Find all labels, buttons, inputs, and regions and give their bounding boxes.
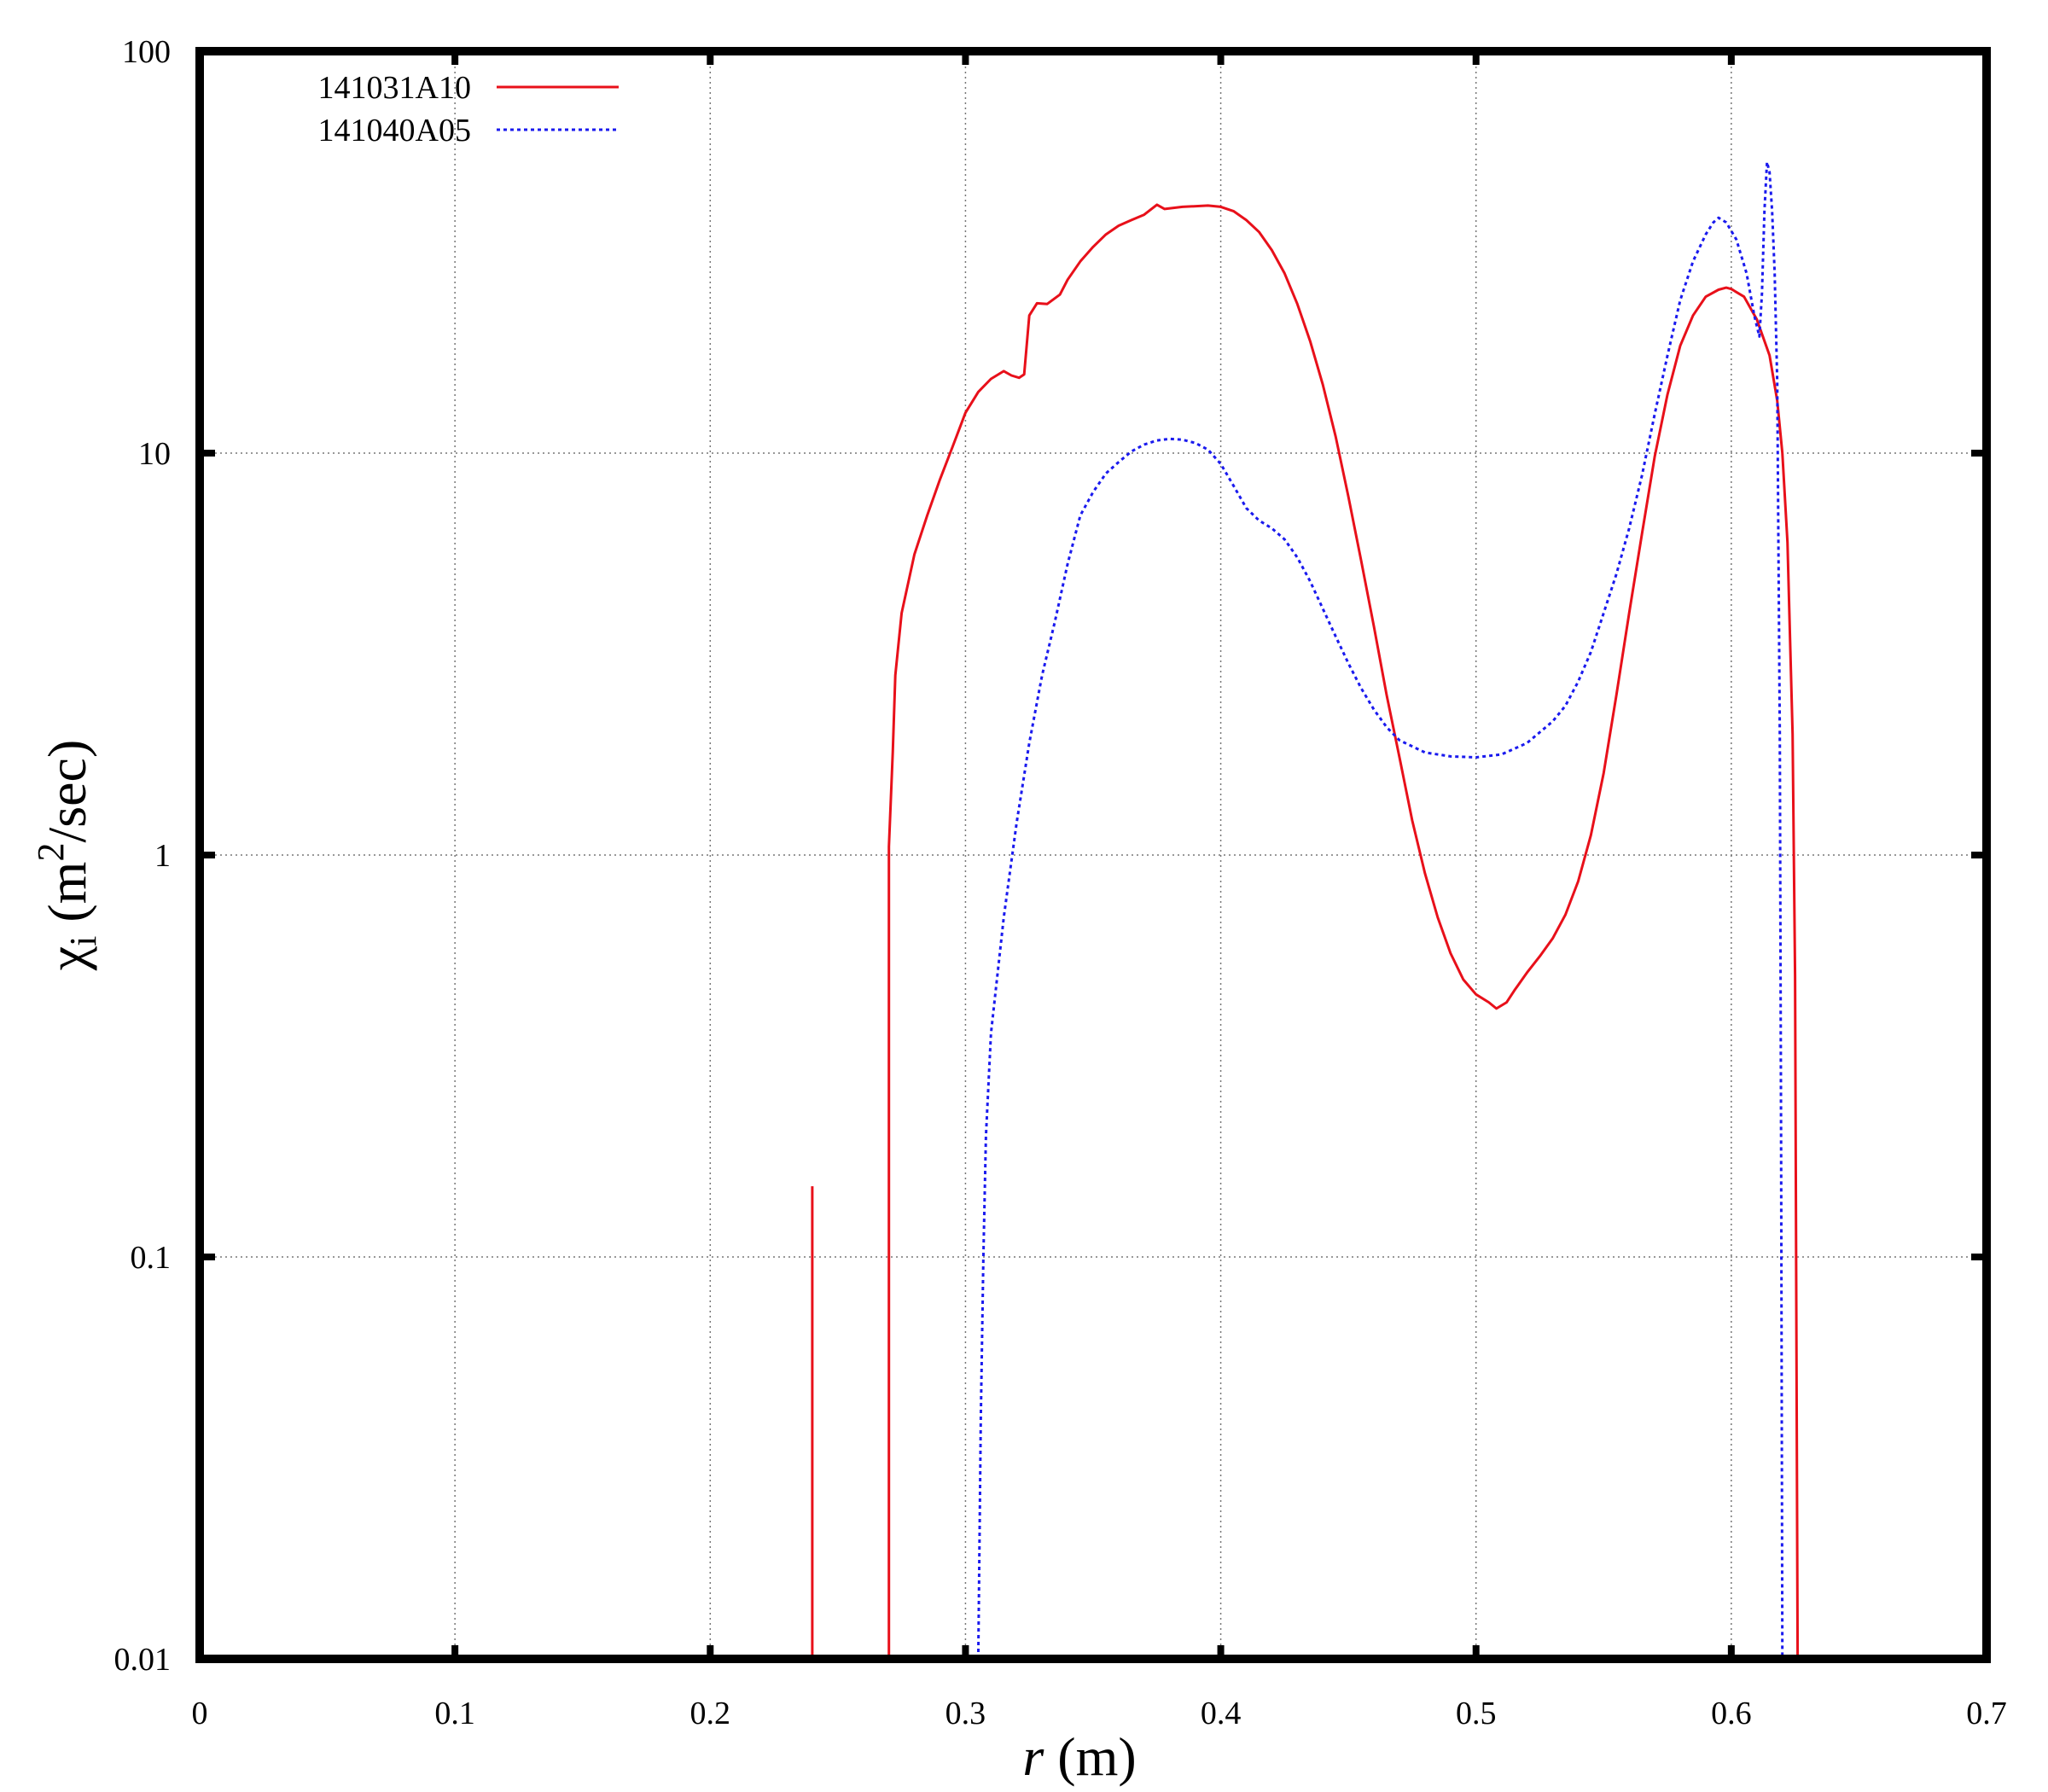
y-axis-label: χi (m2/sec) xyxy=(30,740,104,972)
y-axis-unit-post: /sec) xyxy=(37,740,97,843)
series-lines xyxy=(811,160,1800,1660)
y-tick-label: 10 xyxy=(138,436,171,472)
y-tick-label: 1 xyxy=(154,838,171,874)
y-axis-unit-pre: (m xyxy=(37,862,97,936)
x-tick-label: 0.3 xyxy=(945,1696,986,1731)
x-tick-label: 0.1 xyxy=(434,1696,475,1731)
x-tick-label: 0.6 xyxy=(1711,1696,1752,1731)
x-tick-label: 0 xyxy=(192,1696,208,1731)
legend-label-series-2: 141040A05 xyxy=(318,113,471,148)
legend: 141031A10 141040A05 xyxy=(318,70,619,148)
x-axis-unit: (m) xyxy=(1044,1726,1136,1787)
x-axis-label: r (m) xyxy=(1022,1726,1136,1787)
x-tick-label: 0.7 xyxy=(1966,1696,2007,1731)
y-tick-label: 0.1 xyxy=(131,1240,172,1276)
x-tick-label: 0.5 xyxy=(1456,1696,1497,1731)
y-tick-label: 0.01 xyxy=(114,1642,172,1678)
y-tick-label: 100 xyxy=(122,34,171,70)
axis-ticks xyxy=(200,51,1987,1659)
y-axis-superscript: 2 xyxy=(30,843,72,862)
plot-frame xyxy=(195,47,1991,1663)
y-axis-symbol: χ xyxy=(37,945,97,971)
x-tick-label: 0.4 xyxy=(1201,1696,1242,1731)
legend-label-series-1: 141031A10 xyxy=(318,70,471,106)
grid-lines xyxy=(200,51,1987,1659)
series-2-line xyxy=(976,160,1784,1660)
x-tick-label: 0.2 xyxy=(690,1696,731,1731)
series-1-line xyxy=(887,203,1800,1660)
x-tick-labels: 0 0.1 0.2 0.3 0.4 0.5 0.6 0.7 xyxy=(192,1696,2007,1731)
y-tick-labels: 0.01 0.1 1 10 100 xyxy=(114,34,172,1678)
x-axis-variable: r xyxy=(1022,1726,1044,1787)
y-axis-subscript: i xyxy=(62,936,104,946)
